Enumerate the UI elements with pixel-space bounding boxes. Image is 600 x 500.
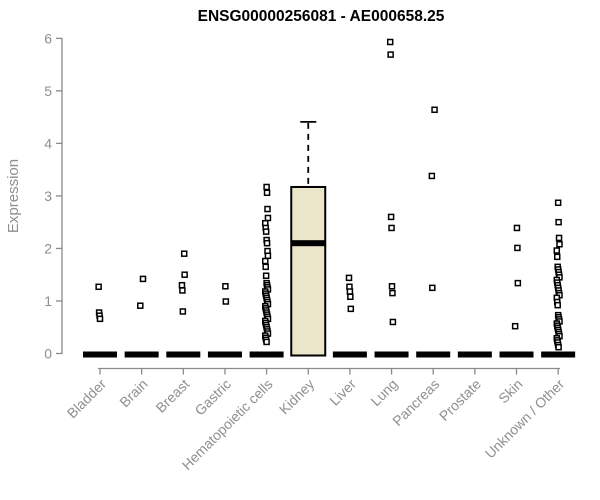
x-tick-label: Skin [495,376,526,407]
outlier-point [556,240,563,248]
median-line [291,240,326,247]
outlier-point [388,224,395,232]
collapsed-box-liver [332,351,367,358]
y-tick-label: 4 [44,135,52,151]
outlier-point [347,305,355,313]
outlier-point [511,322,519,330]
outlier-point [555,218,562,226]
x-tick-label: Liver [326,376,359,409]
x-tick-label: Lung [367,376,400,409]
collapsed-box-unknown / other [541,351,576,358]
outlier-point [264,214,272,222]
outlier-point [263,189,271,197]
outlier-point [222,298,230,305]
outlier-point [178,281,186,289]
outlier-point [179,287,186,294]
outlier-point [428,172,436,180]
outlier-point [264,252,272,260]
outlier-point [263,239,271,247]
collapsed-box-gastric [207,351,242,358]
outlier-point [345,274,353,282]
y-tick-label: 5 [44,83,52,99]
outlier-point [262,257,269,265]
collapsed-box-lung [374,351,409,358]
collapsed-box-breast [166,351,201,358]
outlier-point [262,228,270,235]
outlier-point [346,288,354,295]
collapsed-box-bladder [83,351,117,358]
outlier-point [180,250,188,257]
outlier-point [388,283,396,290]
x-tick-label: Unknown / Other [482,376,568,462]
outlier-point [95,283,102,291]
outlier-point [513,224,521,232]
collapsed-box-skin [499,351,534,358]
outlier-point [429,284,436,292]
outlier-point [554,199,562,206]
outlier-point [553,247,561,254]
y-tick-label: 0 [44,346,52,362]
y-axis-label: Expression [5,159,22,233]
collapsed-box-hematopoietic cells [249,351,284,358]
outlier-point [514,279,522,287]
y-tick-label: 6 [44,30,52,46]
outlier-point [389,289,396,297]
outlier-point [263,338,270,346]
chart-title: ENSG00000256081 - AE000658.25 [198,8,445,25]
collapsed-box-prostate [457,351,492,358]
collapsed-box-pancreas [416,351,451,358]
outlier-point [262,272,270,280]
outlier-point [514,244,521,252]
x-tick-label: Bladder [64,376,110,422]
data-marks [83,38,576,358]
outlier-point [554,253,561,261]
outlier-point [555,234,563,242]
outlier-point [179,308,187,315]
y-tick-label: 3 [44,188,52,204]
outlier-point [555,343,562,351]
outlier-point [387,213,395,221]
outlier-point [389,318,397,326]
outlier-point [139,275,147,283]
x-tick-label: Brain [116,376,150,410]
collapsed-box-brain [124,351,159,358]
outlier-point [387,51,394,58]
x-tick-label: Kidney [276,376,318,418]
x-tick-label: Prostate [436,376,484,424]
outlier-point [264,205,271,213]
outlier-point [431,106,438,114]
outlier-point [386,38,394,46]
x-tick-label: Breast [152,376,192,416]
outlier-point [222,283,229,290]
outlier-point [137,302,144,309]
outlier-point [262,263,269,271]
y-tick-label: 1 [44,293,52,309]
outlier-point [96,315,104,323]
outlier-point [554,301,561,309]
y-tick-label: 2 [44,240,52,256]
outlier-point [263,183,270,191]
outlier-point [347,293,354,301]
box-kidney [290,185,327,357]
outlier-point [181,271,188,278]
